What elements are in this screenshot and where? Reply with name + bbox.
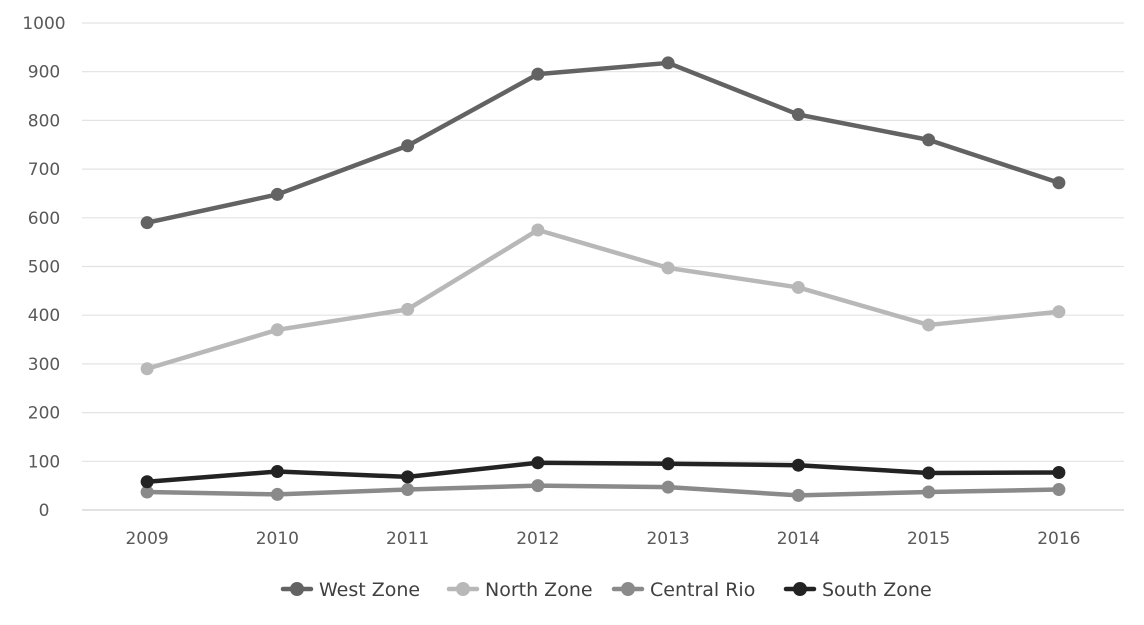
y-tick-label: 600 [28, 209, 60, 229]
y-tick-label: 700 [28, 160, 60, 180]
x-tick-label: 2014 [777, 529, 820, 549]
series-line [144, 60, 1062, 225]
y-tick-label: 400 [28, 306, 60, 326]
x-axis-tick-labels: 2009 2010 2011 2012 2013 2014 2015 2016 [125, 529, 1080, 549]
data-point [661, 56, 675, 70]
data-point [270, 187, 284, 201]
data-point [791, 280, 805, 294]
legend-item: Central Rio [611, 579, 755, 601]
data-point [531, 479, 545, 493]
legend: West Zone North Zone Central Rio South Zone [280, 579, 932, 601]
legend-marker [456, 582, 470, 596]
y-tick-label: 1000 [22, 14, 65, 34]
data-point [791, 108, 805, 122]
series-west-zone [140, 56, 1066, 230]
series-line [144, 227, 1062, 372]
data-point [791, 458, 805, 472]
legend-item: North Zone [446, 579, 593, 601]
x-tick-label: 2016 [1037, 529, 1080, 549]
x-tick-label: 2010 [256, 529, 299, 549]
data-point [922, 133, 936, 147]
y-tick-label: 100 [28, 452, 60, 472]
data-point [531, 223, 545, 237]
data-point [922, 485, 936, 499]
y-tick-label: 800 [28, 111, 60, 131]
data-point [661, 457, 675, 471]
data-point [531, 67, 545, 81]
legend-item: West Zone [280, 579, 420, 601]
y-tick-label: 0 [39, 501, 50, 521]
legend-marker [621, 582, 635, 596]
data-point [1052, 466, 1066, 480]
data-point [270, 323, 284, 337]
series-south-zone [140, 456, 1066, 489]
y-tick-label: 500 [28, 258, 60, 278]
data-point [401, 470, 415, 484]
data-point [531, 456, 545, 470]
series-lines [140, 56, 1066, 502]
y-tick-label: 900 [28, 63, 60, 83]
data-point [922, 318, 936, 332]
data-point [661, 480, 675, 494]
data-point [1052, 305, 1066, 319]
x-tick-label: 2011 [386, 529, 429, 549]
data-point [270, 465, 284, 479]
data-point [270, 487, 284, 501]
data-point [140, 475, 154, 489]
legend-label: North Zone [485, 579, 593, 601]
data-point [401, 302, 415, 316]
data-point [791, 488, 805, 502]
series-line [144, 460, 1062, 485]
legend-item: South Zone [783, 579, 932, 601]
x-tick-label: 2012 [516, 529, 559, 549]
data-point [401, 483, 415, 497]
series-north-zone [140, 223, 1066, 376]
x-tick-label: 2013 [646, 529, 689, 549]
data-point [140, 362, 154, 376]
x-tick-label: 2009 [125, 529, 168, 549]
y-axis-tick-labels: 0 100 200 300 400 500 600 700 800 900 1000 [22, 14, 65, 521]
data-point [1052, 176, 1066, 190]
x-tick-label: 2015 [907, 529, 950, 549]
legend-marker [290, 582, 304, 596]
y-tick-label: 200 [28, 404, 60, 424]
series-line [144, 483, 1062, 498]
legend-label: South Zone [822, 579, 932, 601]
data-point [1052, 483, 1066, 497]
legend-label: West Zone [319, 579, 420, 601]
legend-label: Central Rio [650, 579, 755, 601]
legend-marker [793, 582, 807, 596]
y-tick-label: 300 [28, 355, 60, 375]
data-point [922, 466, 936, 480]
series-central-rio [140, 479, 1066, 502]
data-point [140, 485, 154, 499]
gridlines [82, 22, 1124, 511]
data-point [401, 139, 415, 153]
data-point [140, 216, 154, 230]
data-point [661, 261, 675, 275]
